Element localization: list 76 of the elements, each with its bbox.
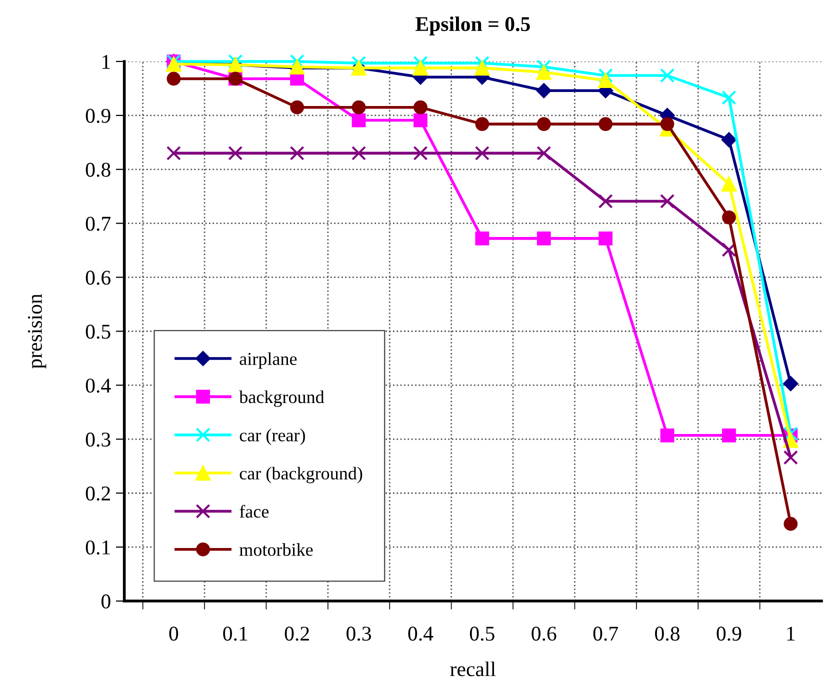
legend-label: airplane [240,352,297,369]
x-tick-label: 0.3 [346,626,371,641]
point [783,450,798,465]
x-axis-title: recall [450,662,496,676]
point [412,60,428,76]
legend-label: motorbike [240,543,313,556]
point [784,516,798,531]
point [660,428,674,442]
point [598,68,613,83]
x-tick-label: 0.6 [532,626,556,641]
y-axis-title: presision [28,294,46,369]
x-tick-label: 0.1 [223,626,248,641]
x-tick-label: 0.2 [284,626,309,641]
point [536,64,552,80]
point [660,68,675,83]
x-tick-label: 0.4 [408,626,434,641]
point [660,117,674,132]
point [722,90,736,105]
legend-label: car (rear) [240,428,305,446]
point [290,146,304,160]
point [598,194,613,209]
point [475,232,490,246]
y-tick-label: 0.9 [86,108,110,123]
legend-label: face [240,504,269,518]
y-tick-label: 0.2 [86,486,110,501]
point [536,83,552,98]
point [352,100,366,114]
point [228,54,243,69]
point [351,146,366,160]
y-tick-label: 0.6 [86,270,111,285]
point [598,72,614,88]
point [352,113,366,128]
y-tick-label: 0.4 [86,378,111,393]
point [475,117,490,132]
point [166,72,181,86]
point [722,210,736,224]
point [228,146,243,160]
x-tick-label: 0.5 [470,626,494,641]
y-tick-label: 1 [102,54,110,69]
legend-label: car (background) [240,466,362,484]
point [783,376,798,392]
point [413,146,428,160]
y-tick-label: 0 [102,594,110,608]
point [290,54,304,69]
point [474,146,490,160]
point [290,100,304,114]
point [166,146,181,160]
point [660,194,675,209]
point [598,117,613,132]
legend-label: background [239,390,324,407]
point [536,146,552,160]
point [721,176,737,192]
point [474,60,490,76]
y-tick-label: 0.7 [86,216,111,231]
x-tick-label: 0.8 [655,626,680,641]
point [536,60,552,74]
y-tick-label: 0.3 [86,432,110,447]
x-tick-label: 0.9 [716,626,742,641]
y-tick-label: 0.8 [86,162,110,177]
point [722,428,736,442]
point [722,242,736,258]
x-tick-label: 1 [787,626,795,640]
point [413,56,428,70]
y-tick-label: 0.1 [86,540,110,555]
x-tick-label: 0 [169,626,178,641]
y-tick-label: 0.5 [86,324,110,339]
point [721,132,737,148]
point [351,56,366,70]
point [414,113,428,128]
point [536,232,551,246]
x-tick-label: 0.7 [593,626,618,641]
point [598,232,613,246]
chart-title: Epsilon = 0.5 [416,16,530,36]
point [474,56,490,70]
point [414,100,428,114]
point [536,117,551,132]
